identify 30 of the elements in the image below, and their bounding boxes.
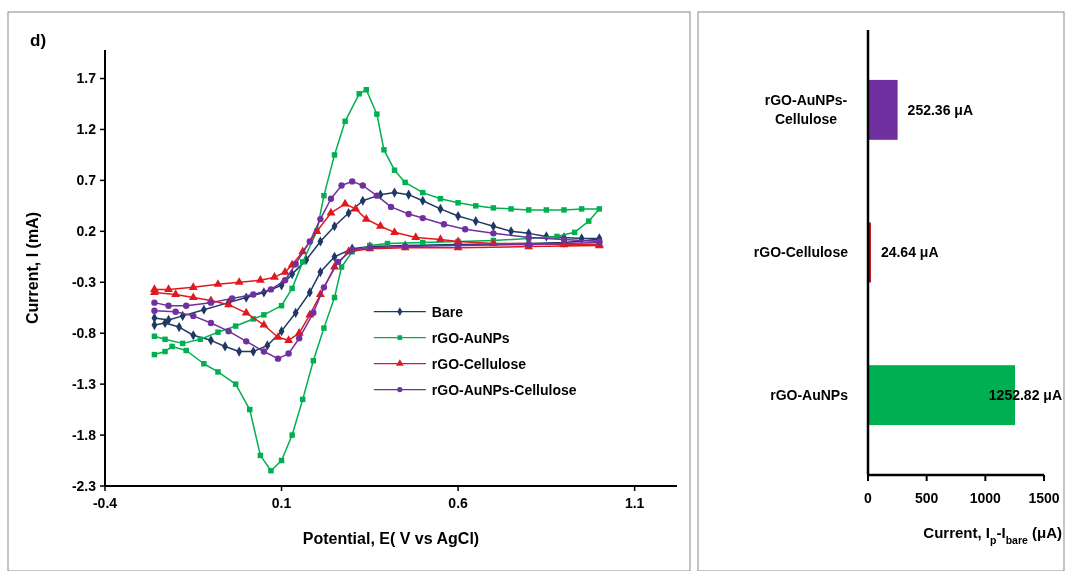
y-tick-label: 1.2 — [76, 121, 97, 138]
x-axis-title: Current, I$_{p}$-I$_{bare}$ (μA) — [923, 524, 1062, 546]
text: d) — [30, 31, 47, 50]
legend-label: rGO-Cellulose — [431, 355, 527, 372]
y-tick-label: rGO-AuNPs — [770, 387, 849, 404]
y-tick-label: rGO-AuNPs-Cellulose — [764, 91, 848, 128]
legend-label: Bare — [431, 303, 464, 320]
y-tick-label: 1.7 — [76, 70, 97, 87]
x-tick-label: 500 — [914, 490, 939, 506]
legend-label: rGO-AuNPs — [431, 329, 510, 346]
x-tick-label: 0 — [864, 490, 873, 506]
y-tick-label: -2.3 — [71, 477, 97, 494]
x-tick-label: 1500 — [1028, 490, 1060, 506]
x-axis-title: Potential, E( V vs AgCl) — [302, 530, 480, 547]
data-label: 252.36 μA — [907, 101, 973, 118]
data-label: 24.64 μA — [880, 244, 939, 261]
x-tick-label: -0.4 — [92, 495, 118, 511]
y-tick-label: -1.8 — [71, 426, 97, 443]
legend-label: rGO-AuNPs-Cellulose — [431, 381, 577, 398]
y-axis-title: Current, I (mA) — [24, 212, 41, 324]
x-tick-label: 1.1 — [624, 495, 645, 511]
y-tick-label: 0.2 — [76, 223, 97, 240]
x-tick-label: 1000 — [969, 490, 1002, 506]
y-tick-label: rGO-Cellulose — [753, 244, 849, 261]
x-tick-label: 0.6 — [448, 495, 469, 511]
y-tick-label: -0.8 — [71, 325, 97, 342]
y-tick-label: -0.3 — [71, 274, 97, 291]
x-tick-label: 0.1 — [271, 495, 292, 511]
y-tick-label: -1.3 — [71, 376, 97, 393]
y-tick-label: 0.7 — [76, 172, 97, 189]
